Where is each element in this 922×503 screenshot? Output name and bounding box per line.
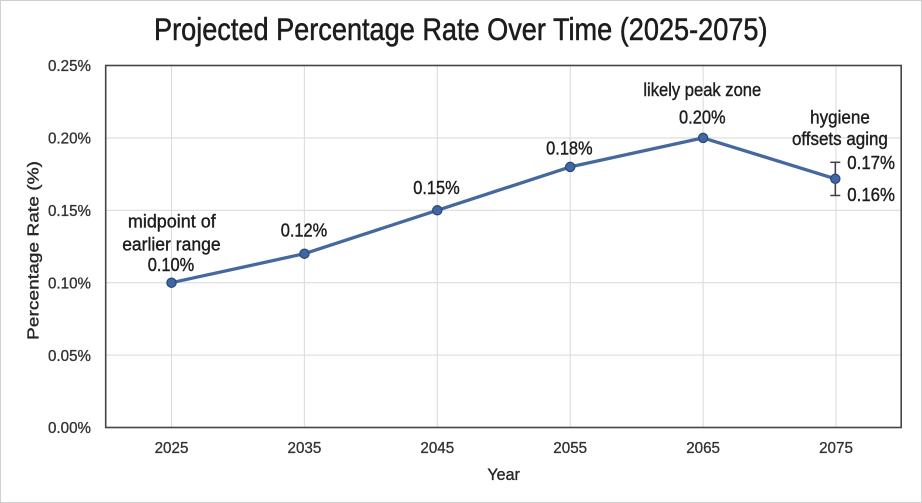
svg-text:Percentage Rate (%): Percentage Rate (%) bbox=[25, 161, 42, 340]
svg-text:0.10%: 0.10% bbox=[48, 275, 91, 292]
svg-text:2055: 2055 bbox=[553, 440, 587, 457]
svg-text:0.16%: 0.16% bbox=[847, 184, 895, 205]
svg-text:earlier range: earlier range bbox=[122, 233, 220, 254]
svg-text:0.00%: 0.00% bbox=[48, 420, 91, 437]
svg-text:0.15%: 0.15% bbox=[413, 177, 460, 198]
svg-text:midpoint of: midpoint of bbox=[128, 211, 217, 232]
svg-text:Projected Percentage Rate Over: Projected Percentage Rate Over Time (202… bbox=[154, 12, 768, 47]
svg-text:0.25%: 0.25% bbox=[48, 58, 91, 75]
svg-text:2065: 2065 bbox=[686, 440, 720, 457]
svg-text:0.20%: 0.20% bbox=[679, 107, 726, 128]
svg-text:0.18%: 0.18% bbox=[546, 137, 593, 158]
svg-text:0.12%: 0.12% bbox=[281, 220, 328, 241]
svg-text:Year: Year bbox=[487, 466, 520, 484]
svg-text:hygiene: hygiene bbox=[810, 107, 870, 128]
svg-text:2075: 2075 bbox=[819, 440, 853, 457]
svg-text:2035: 2035 bbox=[288, 440, 322, 457]
svg-text:likely peak zone: likely peak zone bbox=[643, 79, 761, 100]
svg-text:0.17%: 0.17% bbox=[847, 152, 895, 173]
svg-text:offsets aging: offsets aging bbox=[792, 128, 888, 149]
svg-text:0.05%: 0.05% bbox=[48, 348, 91, 365]
svg-text:2045: 2045 bbox=[420, 440, 454, 457]
svg-text:2025: 2025 bbox=[155, 440, 189, 457]
svg-text:0.20%: 0.20% bbox=[48, 131, 91, 148]
svg-text:0.10%: 0.10% bbox=[148, 254, 195, 275]
svg-text:0.15%: 0.15% bbox=[48, 203, 91, 220]
